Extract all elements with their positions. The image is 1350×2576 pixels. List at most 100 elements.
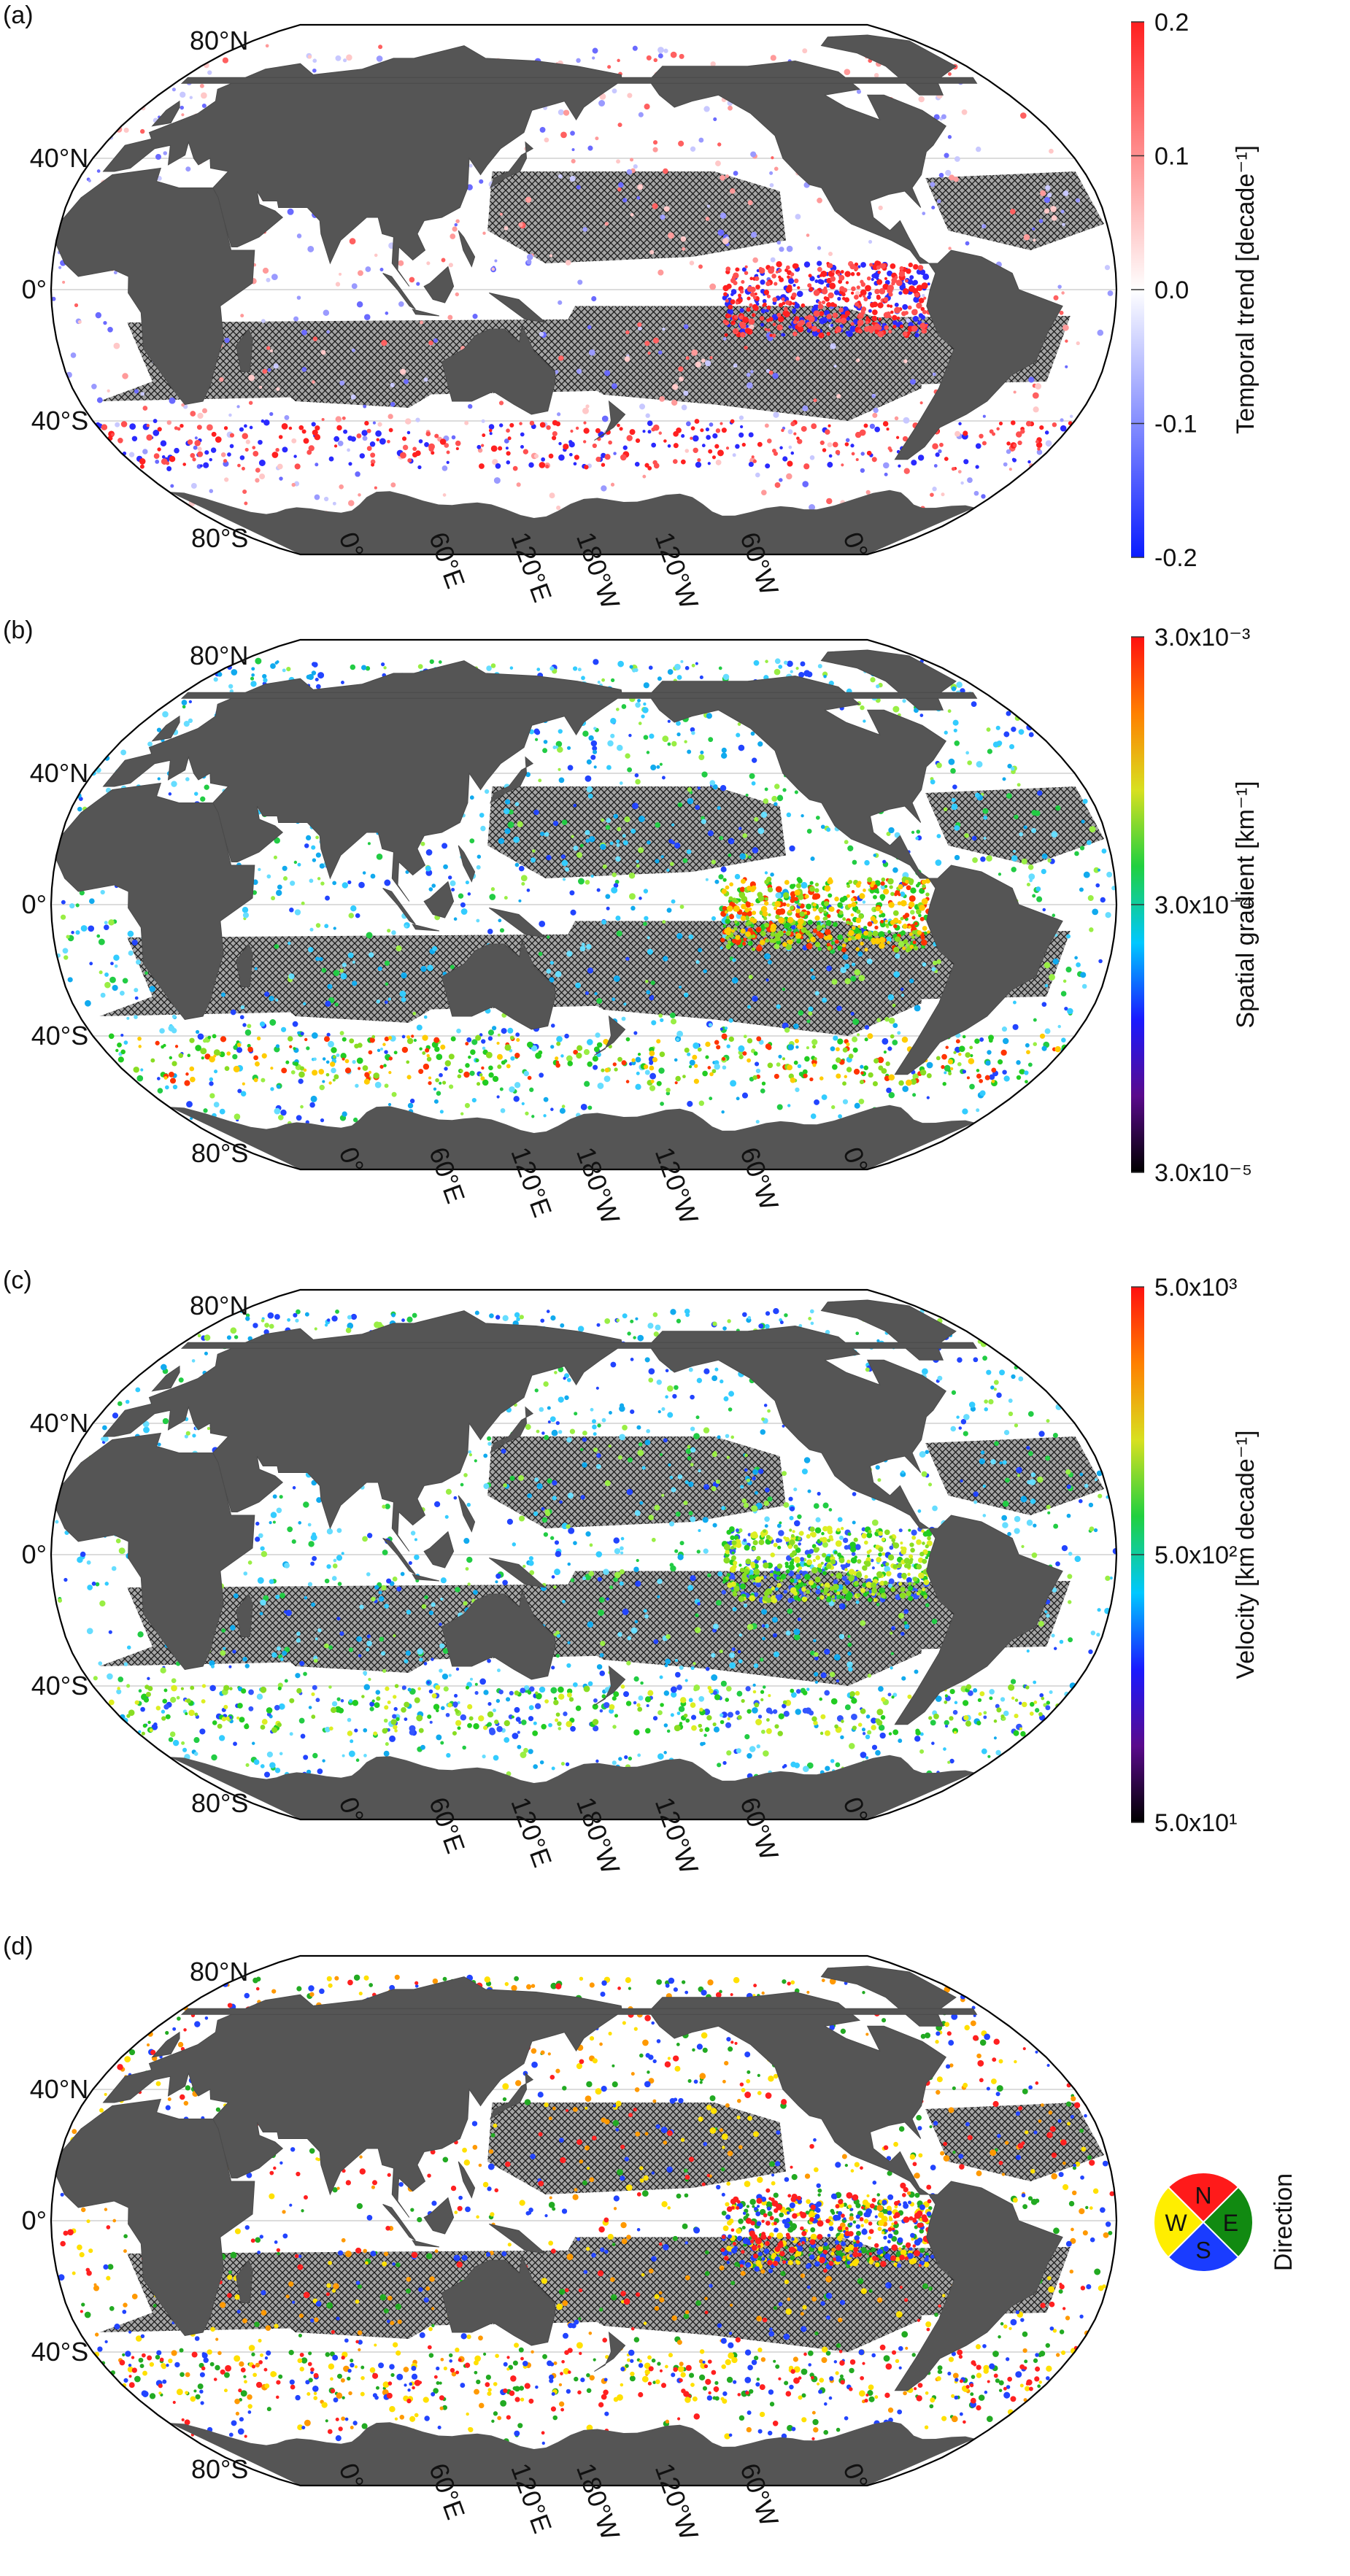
land xyxy=(648,1325,946,1529)
land xyxy=(894,1515,1063,1725)
land xyxy=(489,2224,547,2254)
panel: (c)80°N40°N0°40°S80°S 0° 60°E 120°E 180°W 120… xyxy=(3,1266,1260,1878)
land xyxy=(412,924,440,932)
land xyxy=(102,660,622,902)
land xyxy=(423,2197,455,2235)
land xyxy=(236,1593,253,1637)
panel: (d)80°N40°N0°40°S80°S 0° 60°E 120°E 180°W 120… xyxy=(3,1933,1297,2544)
land xyxy=(594,2331,626,2372)
land xyxy=(151,1365,180,1392)
land xyxy=(894,2181,1063,2391)
colorbar-tick-label: 3.0x10⁻³ xyxy=(1154,624,1250,651)
colorbar-tick-label: -0.2 xyxy=(1154,544,1197,572)
land xyxy=(489,1406,534,1454)
direction-label: N xyxy=(1195,2183,1211,2209)
direction-label: W xyxy=(1165,2210,1187,2236)
colorbar-tick-label: 3.0x10⁻⁴ xyxy=(1154,891,1253,919)
land xyxy=(55,167,255,406)
panel: (a)80°N40°N0°40°S80°S 0° 60°E 120°E 180°W 120… xyxy=(3,1,1260,613)
land xyxy=(489,756,534,804)
panel-label: (b) xyxy=(3,616,34,644)
land xyxy=(441,2255,556,2346)
land xyxy=(169,2421,976,2486)
panel-label: (a) xyxy=(3,1,34,29)
direction-label: E xyxy=(1223,2210,1238,2236)
land xyxy=(423,266,455,303)
lat-label: 80°S xyxy=(191,523,248,553)
hatched-region xyxy=(99,931,1071,1016)
land xyxy=(648,60,946,264)
land xyxy=(648,675,946,879)
map-outline xyxy=(50,1954,1118,2487)
land xyxy=(489,2072,534,2120)
lat-label: 80°N xyxy=(190,1957,248,1987)
land xyxy=(648,1991,946,2195)
colorbar-tick-label: 5.0x10³ xyxy=(1154,1274,1237,1301)
land xyxy=(458,2161,476,2199)
land xyxy=(151,100,180,127)
colorbar-label: Temporal trend [decade⁻¹] xyxy=(1232,145,1260,434)
direction-sector xyxy=(1202,2186,1254,2259)
map xyxy=(51,34,1116,554)
land xyxy=(236,2259,253,2303)
map-outline xyxy=(50,1288,1118,1821)
hatched-region xyxy=(925,1436,1104,1515)
data-dots xyxy=(101,263,1057,471)
land xyxy=(458,845,476,883)
land xyxy=(55,1432,255,1671)
land xyxy=(489,908,547,938)
land xyxy=(236,943,253,987)
lat-label: 80°S xyxy=(191,2454,248,2484)
direction-title: Direction xyxy=(1270,2173,1297,2271)
land xyxy=(412,1574,440,1582)
land xyxy=(180,77,978,84)
land xyxy=(102,1976,622,2218)
land xyxy=(458,230,476,268)
lat-label: 40°N xyxy=(30,143,88,173)
land xyxy=(169,490,976,554)
land xyxy=(55,782,255,1021)
data-dots xyxy=(58,1974,1111,2445)
map xyxy=(51,649,1116,1169)
lat-label: 40°N xyxy=(30,2074,88,2104)
land xyxy=(382,2204,416,2241)
panel-label: (c) xyxy=(3,1266,32,1294)
hatched-region xyxy=(487,1436,786,1528)
lat-label: 40°S xyxy=(31,2337,88,2367)
land xyxy=(382,273,416,310)
land xyxy=(894,250,1063,460)
land xyxy=(458,1495,476,1533)
land xyxy=(180,1342,978,1349)
map xyxy=(51,1965,1116,2486)
land xyxy=(55,2098,255,2337)
land xyxy=(441,324,556,415)
lat-label: 0° xyxy=(22,274,47,304)
colorbar-tick-label: 5.0x10² xyxy=(1154,1542,1237,1569)
hatched-region xyxy=(99,1581,1071,1666)
land xyxy=(382,888,416,925)
colorbar-label: Spatial gradient [km⁻¹] xyxy=(1232,781,1260,1028)
land xyxy=(151,715,180,742)
data-dots xyxy=(133,876,973,1087)
lat-label: 80°N xyxy=(190,1291,248,1320)
direction-sector xyxy=(1167,2172,1240,2224)
hatched-region xyxy=(487,2103,786,2194)
colorbar-tick-label: 3.0x10⁻⁵ xyxy=(1154,1159,1252,1187)
land xyxy=(180,2008,978,2015)
direction-sector xyxy=(1167,2221,1240,2273)
lat-label: 80°S xyxy=(191,1788,248,1818)
land xyxy=(489,293,547,323)
land xyxy=(102,1310,622,1552)
lat-label: 40°N xyxy=(30,758,88,788)
land xyxy=(102,45,622,287)
lat-label: 80°N xyxy=(190,26,248,55)
land xyxy=(441,939,556,1030)
land xyxy=(423,1531,455,1569)
land xyxy=(489,1558,547,1588)
lat-label: 80°N xyxy=(190,641,248,670)
colorbar-tick-label: 0.1 xyxy=(1154,143,1189,171)
lat-label: 40°S xyxy=(31,1021,88,1051)
panel-label: (d) xyxy=(3,1933,34,1960)
land xyxy=(894,865,1063,1075)
